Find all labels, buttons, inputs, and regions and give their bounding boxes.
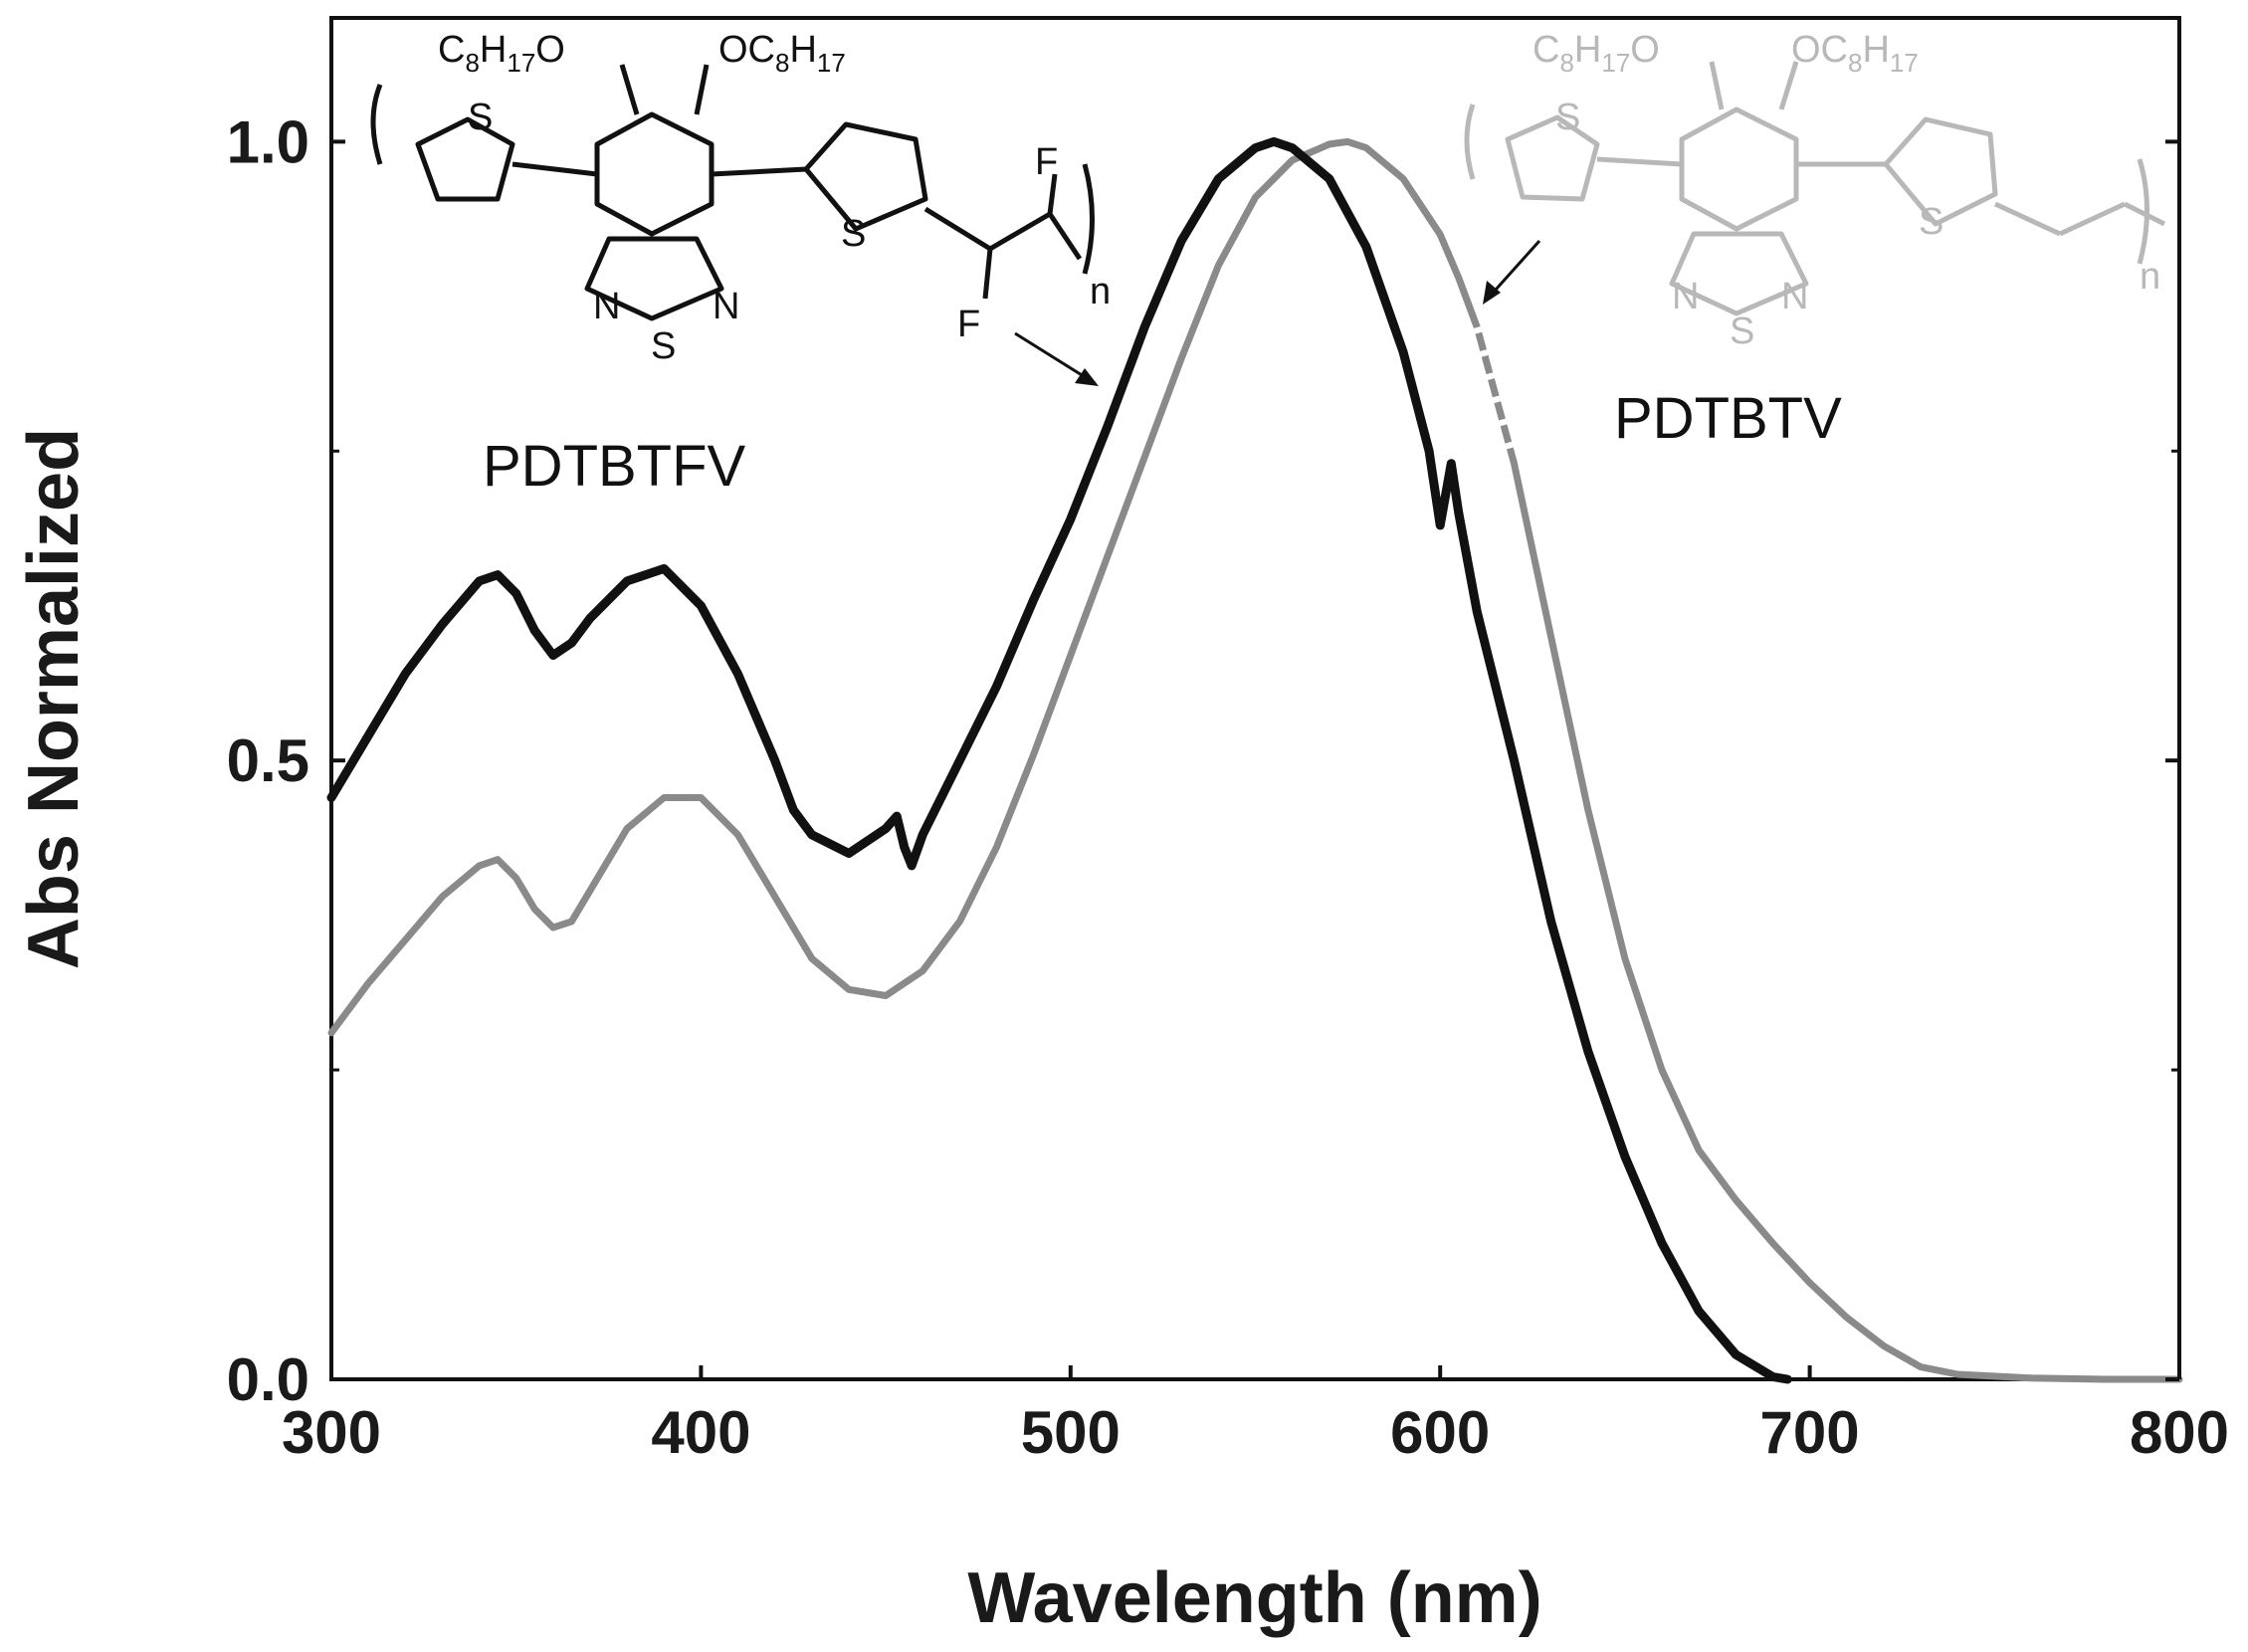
atom-f-bottom: F <box>957 304 980 345</box>
atom-n-right: N <box>713 286 739 327</box>
series-line-pdtbtfv <box>326 136 1792 1384</box>
atom-n-subscript: n <box>1090 271 1111 312</box>
chem-group-c8h17o-right: C8H17O <box>1533 29 1660 78</box>
plot-area-border <box>329 16 2181 1381</box>
chem-group-c8h17o-left: C8H17O <box>438 29 565 78</box>
structure-pdtbtv <box>1464 61 2166 316</box>
x-tick-label: 600 <box>1390 1399 1490 1466</box>
y-tick-label: 0.5 <box>227 727 309 794</box>
atom-n-right-gray: N <box>1781 276 1808 317</box>
x-axis-title: Wavelength (nm) <box>967 1558 1541 1638</box>
atom-n-left: N <box>593 286 620 327</box>
atom-s-right: S <box>841 213 866 255</box>
benzene-ring <box>594 111 715 237</box>
series-line-pdtbtv <box>327 137 2183 1383</box>
atom-s-left: S <box>468 97 493 138</box>
atom-n-left-gray: N <box>1672 276 1699 317</box>
ticks-layer: 300 400 500 600 700 800 0.0 0.5 1.0 <box>227 108 2229 1466</box>
structure-pdtbtfv-text: C8H17O OC8H17 S S N N S F F n <box>438 29 1111 367</box>
y-tick-label: 0.0 <box>227 1346 309 1413</box>
y-tick-label: 1.0 <box>227 108 309 175</box>
chem-group-oc8h17-right: OC8H17 <box>1791 29 1919 78</box>
atom-f-top: F <box>1035 141 1058 183</box>
x-tick-label: 700 <box>1760 1399 1860 1466</box>
thiadiazole-ring <box>584 236 724 321</box>
structure-pdtbtv-text: C8H17O OC8H17 S S N N S n <box>1533 29 2160 352</box>
y-axis-title: Abs Normalized <box>14 428 94 969</box>
chem-group-oc8h17-left: OC8H17 <box>718 29 846 78</box>
thiophene-right <box>803 121 928 232</box>
x-tick-label: 400 <box>651 1399 750 1466</box>
x-tick-label: 500 <box>1021 1399 1121 1466</box>
atom-s-right-gray: S <box>1919 201 1943 243</box>
atom-s-thiadiazole: S <box>651 325 676 367</box>
x-tick-label: 800 <box>2130 1399 2229 1466</box>
arrow-pdtbtfv <box>1014 331 1099 386</box>
series-layer <box>326 136 2183 1384</box>
plot-frame <box>329 16 2181 1381</box>
x-tick-label: 300 <box>282 1399 381 1466</box>
series-label-pdtbtfv: PDTBTFV <box>483 434 746 499</box>
atom-n-subscript-gray: n <box>2140 256 2160 298</box>
thiophene-left <box>415 116 515 202</box>
atom-s-left-gray: S <box>1555 97 1580 138</box>
structure-pdtbtfv <box>370 64 1095 321</box>
bracket-right <box>1082 163 1095 275</box>
series-label-pdtbtv: PDTBTV <box>1614 386 1842 451</box>
arrow-pdtbtv <box>1483 239 1541 305</box>
atom-s-thiadiazole-gray: S <box>1730 310 1754 352</box>
bracket-left <box>370 84 383 165</box>
